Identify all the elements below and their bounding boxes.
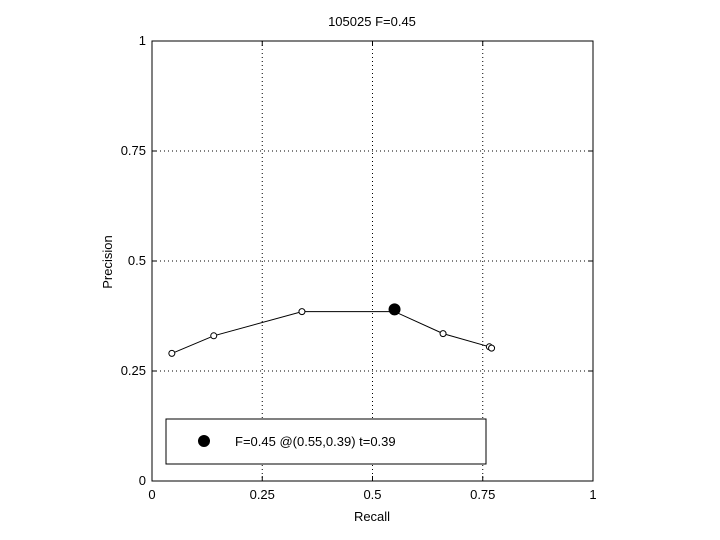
axis-ticks: 0 0.25 0.5 0.75 1 0 0.25 0.5 0.75 1 xyxy=(121,33,597,502)
x-tick-label: 1 xyxy=(589,487,596,502)
x-tick-label: 0.25 xyxy=(250,487,275,502)
legend: F=0.45 @(0.55,0.39) t=0.39 xyxy=(165,418,487,465)
y-tick-label: 1 xyxy=(139,33,146,48)
data-point xyxy=(488,344,496,352)
chart-title: 105025 F=0.45 xyxy=(328,14,416,29)
y-tick-label: 0.25 xyxy=(121,363,146,378)
best-f-point xyxy=(388,303,401,316)
x-tick-label: 0.75 xyxy=(470,487,495,502)
data-point xyxy=(168,349,176,357)
legend-marker xyxy=(198,435,210,447)
y-tick-label: 0 xyxy=(139,473,146,488)
x-tick-label: 0.5 xyxy=(363,487,381,502)
data-point xyxy=(210,332,218,340)
legend-entry: F=0.45 @(0.55,0.39) t=0.39 xyxy=(235,434,396,449)
legend-box xyxy=(165,418,487,465)
x-tick-label: 0 xyxy=(148,487,155,502)
data-point xyxy=(298,308,306,316)
y-tick-label: 0.75 xyxy=(121,143,146,158)
y-axis-label: Precision xyxy=(100,235,115,288)
x-axis-label: Recall xyxy=(354,509,390,524)
y-tick-label: 0.5 xyxy=(128,253,146,268)
data-point xyxy=(439,330,447,338)
data-series xyxy=(168,303,496,357)
grid-lines xyxy=(152,41,593,481)
